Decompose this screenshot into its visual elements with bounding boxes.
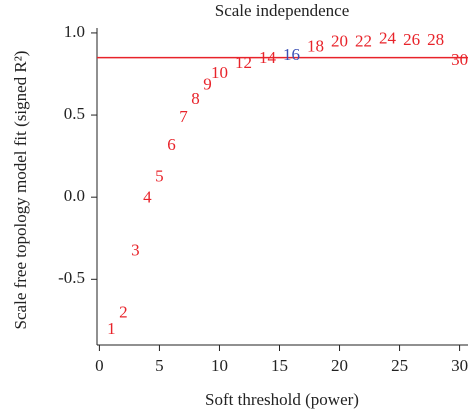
x-tick-label: 0 bbox=[95, 356, 104, 375]
point-label: 20 bbox=[331, 32, 348, 51]
y-tick-label: 0.5 bbox=[64, 104, 85, 123]
point-label: 6 bbox=[167, 135, 176, 154]
point-label: 5 bbox=[155, 166, 164, 185]
point-label: 3 bbox=[131, 240, 140, 259]
x-tick-label: 25 bbox=[391, 356, 408, 375]
point-label: 8 bbox=[191, 89, 200, 108]
point-label: 9 bbox=[203, 74, 212, 93]
x-tick-label: 15 bbox=[271, 356, 288, 375]
y-tick-label: -0.5 bbox=[58, 268, 85, 287]
point-label: 1 bbox=[107, 319, 116, 338]
point-label: 2 bbox=[119, 303, 128, 322]
x-tick-label: 5 bbox=[155, 356, 164, 375]
point-label: 30 bbox=[451, 50, 468, 69]
x-tick-label: 20 bbox=[331, 356, 348, 375]
x-axis-label: Soft threshold (power) bbox=[205, 390, 359, 409]
point-label: 28 bbox=[427, 30, 444, 49]
point-label: 14 bbox=[259, 48, 277, 67]
y-axis-label: Scale free topology model fit (signed R²… bbox=[11, 51, 30, 330]
y-tick-label: 0.0 bbox=[64, 186, 85, 205]
x-tick-label: 30 bbox=[451, 356, 468, 375]
point-label: 24 bbox=[379, 28, 397, 47]
point-label: 22 bbox=[355, 32, 372, 51]
point-label: 10 bbox=[211, 63, 228, 82]
point-label: 18 bbox=[307, 37, 324, 56]
point-label: 16 bbox=[283, 45, 300, 64]
point-label: 7 bbox=[179, 107, 188, 126]
point-label: 4 bbox=[143, 188, 152, 207]
chart-title: Scale independence bbox=[215, 1, 350, 20]
point-label: 12 bbox=[235, 53, 252, 72]
x-tick-label: 10 bbox=[211, 356, 228, 375]
y-tick-label: 1.0 bbox=[64, 22, 85, 41]
point-label: 26 bbox=[403, 30, 420, 49]
